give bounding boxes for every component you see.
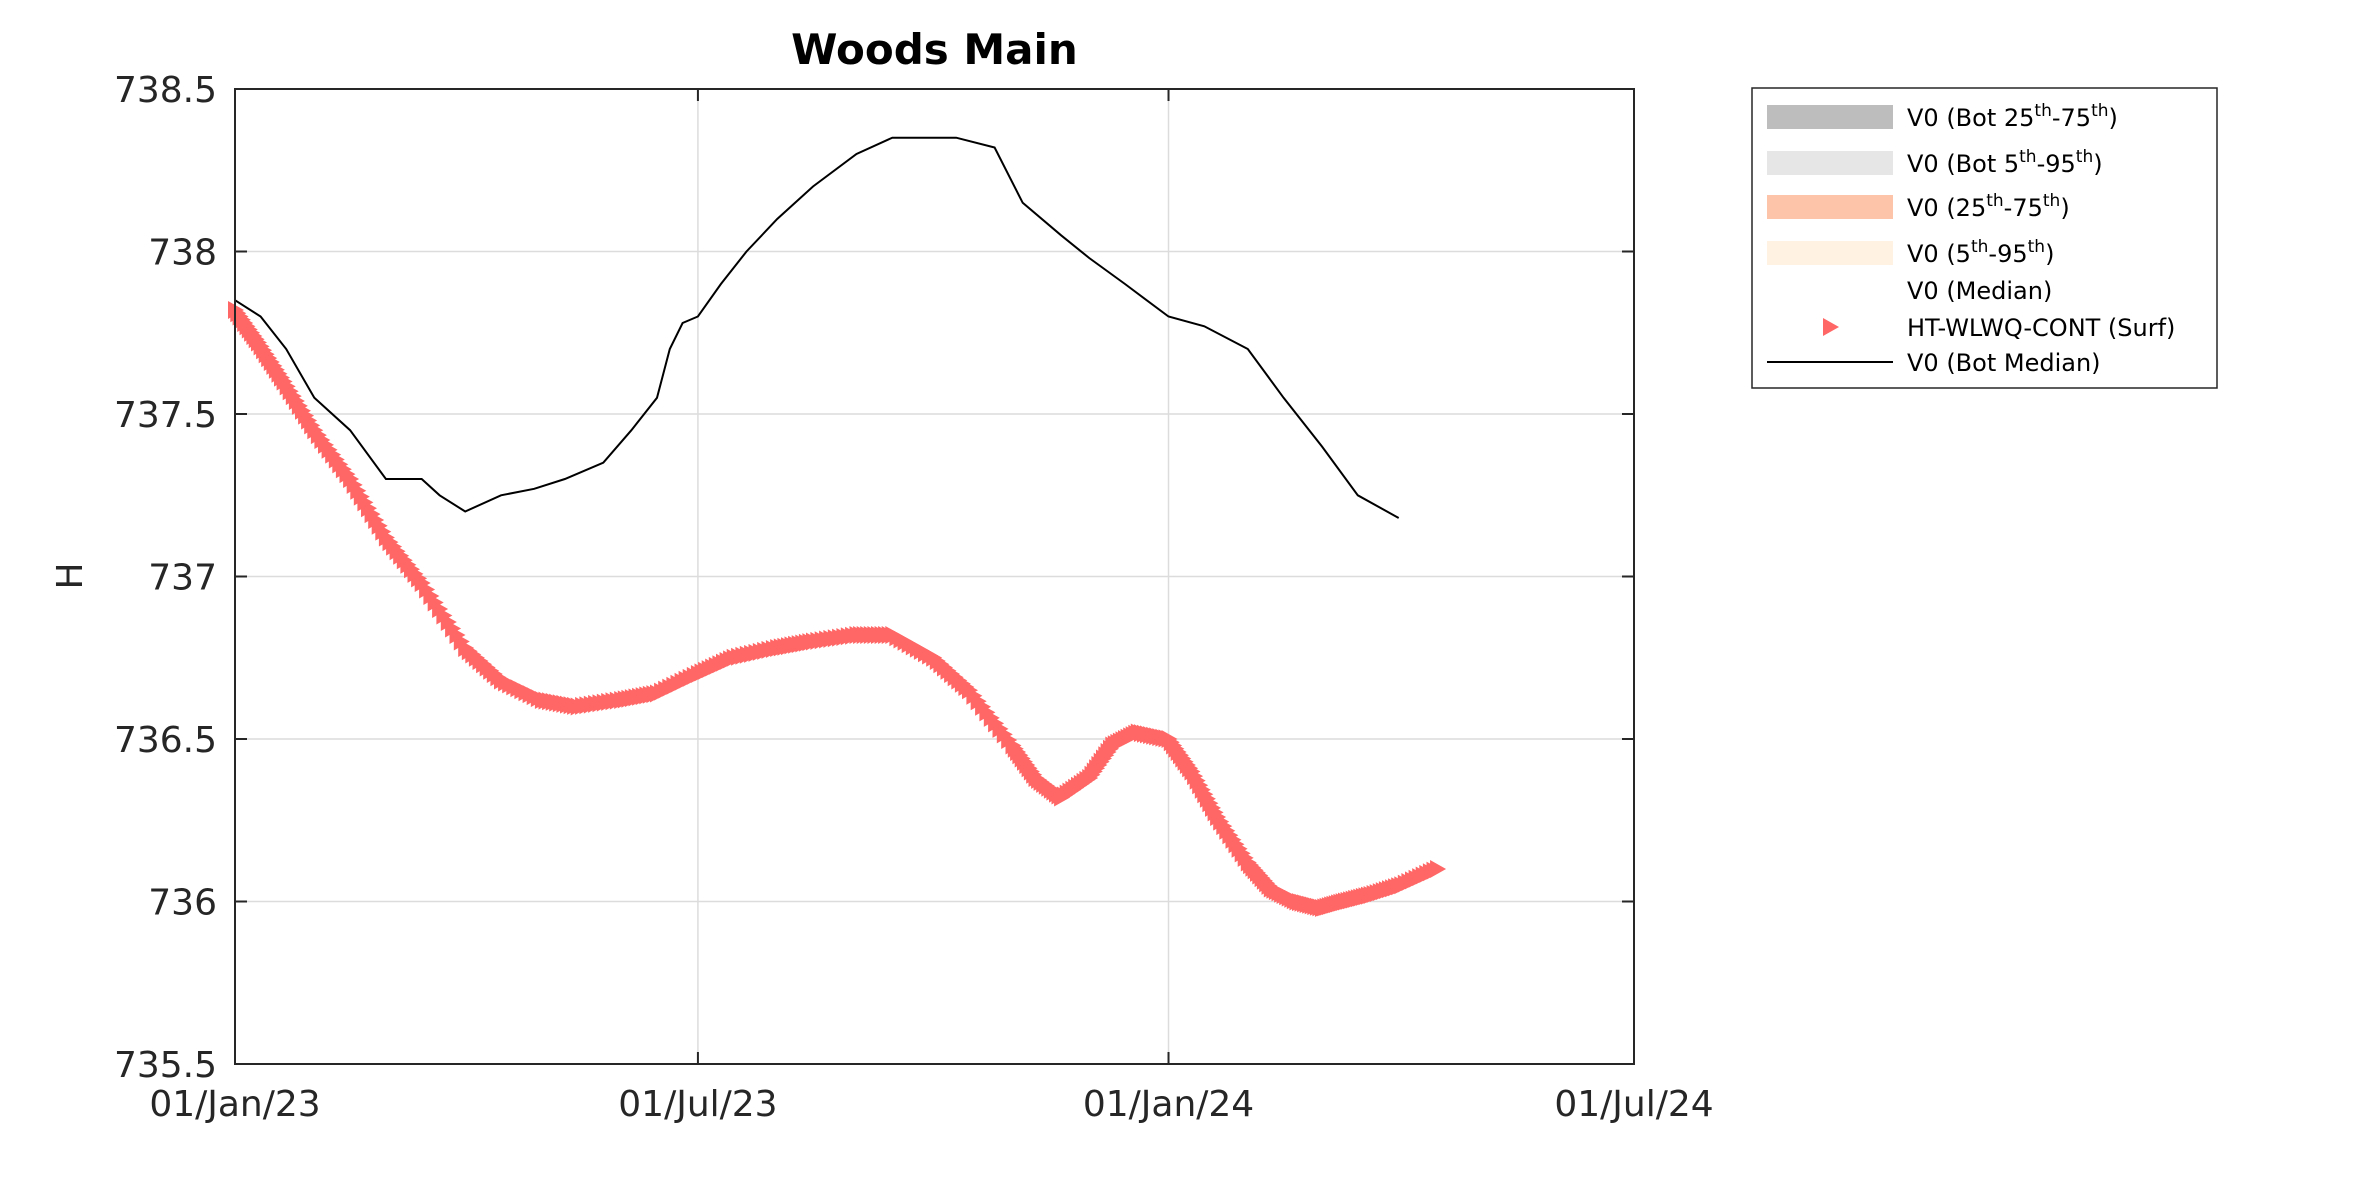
legend: V0 (Bot 25th-75th) V0 (Bot 5th-95th) V0 (2… [1751,87,2218,389]
chart-title: Woods Main [791,25,1078,74]
x-tick-label: 01/Jul/24 [1554,1084,1713,1125]
y-axis-label: H [50,562,91,589]
axes: 735.5 736 736.5 737 737.5 738 738.5 01/Jan/23 01… [114,70,1714,1125]
x-tick-label: 01/Jan/23 [149,1084,320,1125]
legend-entry: V0 (25th-75th) [1907,191,2070,222]
y-tick-label: 735.5 [114,1045,217,1086]
legend-entry: V0 (Median) [1907,277,2052,305]
series-layer [228,136,1447,917]
legend-swatch [1767,151,1893,175]
y-tick-label: 736 [148,883,217,924]
legend-swatch [1767,241,1893,265]
series-markers-surf [228,301,1447,917]
series-line-bot-median [234,136,1400,519]
x-tick-label: 01/Jul/23 [618,1084,777,1125]
legend-entry: HT-WLWQ-CONT (Surf) [1907,314,2175,342]
legend-swatch-marker [1823,318,1839,336]
legend-entry: V0 (Bot 25th-75th) [1907,101,2118,132]
data-point [1430,860,1447,878]
legend-entry: V0 (5th-95th) [1907,237,2054,268]
y-tick-label: 736.5 [114,720,217,761]
x-tick-label: 01/Jan/24 [1083,1084,1254,1125]
y-tick-label: 738 [148,233,217,274]
legend-entry: V0 (Bot Median) [1907,349,2101,377]
legend-swatch [1767,105,1893,129]
y-tick-label: 738.5 [114,70,217,111]
y-tick-label: 737.5 [114,395,217,436]
legend-swatch [1767,195,1893,219]
y-tick-label: 737 [148,558,217,599]
legend-frame [1751,87,2218,389]
legend-entry: V0 (Bot 5th-95th) [1907,147,2103,178]
